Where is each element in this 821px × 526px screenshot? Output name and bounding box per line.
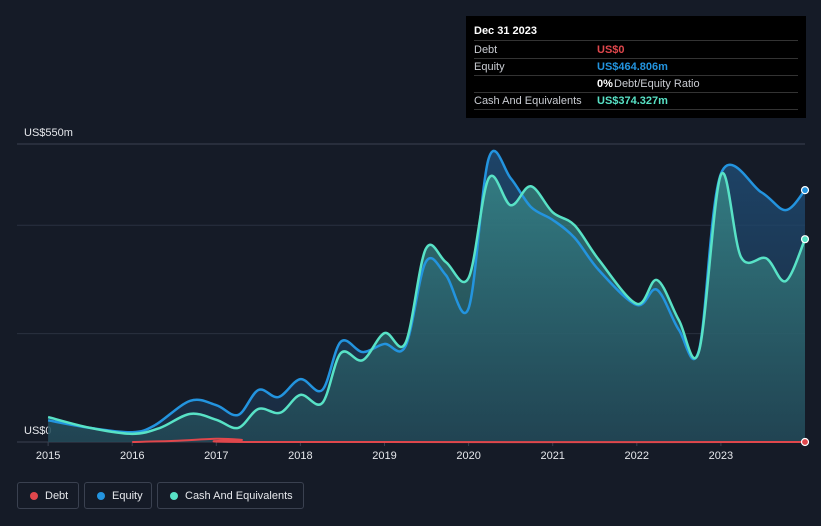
x-tick-label: 2018: [288, 450, 312, 462]
legend-item[interactable]: Equity: [84, 482, 152, 509]
end-point: [800, 235, 810, 244]
legend-swatch: [30, 492, 38, 500]
legend-item[interactable]: Debt: [17, 482, 79, 509]
row-label: Cash And Equivalents: [474, 95, 582, 107]
y-tick-label: US$550m: [24, 127, 73, 139]
end-point: [800, 186, 810, 195]
x-tick-label: 2022: [625, 450, 649, 462]
line: [132, 437, 806, 444]
legend-swatch: [97, 492, 105, 500]
row-label: Debt/Equity Ratio: [614, 78, 700, 90]
legend-label: Cash And Equivalents: [185, 490, 293, 502]
x-tick-label: 2020: [456, 450, 480, 462]
x-tick-label: 2021: [540, 450, 564, 462]
tooltip-row: Debt US$0: [474, 40, 798, 59]
row-label: Debt: [474, 44, 498, 56]
legend-swatch: [170, 492, 178, 500]
x-tick-label: 2019: [372, 450, 396, 462]
x-tick-label: 2023: [709, 450, 733, 462]
legend-item[interactable]: Cash And Equivalents: [157, 482, 304, 509]
line: [47, 149, 806, 434]
x-tick-label: 2017: [204, 450, 228, 462]
row-value: US$464.806m: [597, 61, 668, 73]
x-tick-label: 2015: [36, 450, 60, 462]
x-tick-label: 2016: [120, 450, 144, 462]
tooltip-row: 0% Debt/Equity Ratio: [474, 75, 798, 93]
line: [47, 171, 807, 436]
row-value: US$374.327m: [597, 95, 668, 107]
legend-label: Equity: [112, 490, 143, 502]
row-value: US$0: [597, 44, 625, 56]
y-tick-label: US$0: [24, 425, 52, 437]
tooltip-title: Dec 31 2023: [474, 25, 537, 37]
end-point: [800, 437, 810, 447]
tooltip-row: Equity US$464.806m: [474, 58, 798, 76]
area: [48, 172, 805, 442]
tooltip-row: Cash And Equivalents US$374.327m: [474, 92, 798, 110]
tooltip: Dec 31 2023 Debt US$0 Equity US$464.806m…: [466, 16, 806, 118]
legend-label: Debt: [45, 490, 69, 502]
row-value: 0%: [597, 78, 613, 90]
row-label: Equity: [474, 61, 505, 73]
